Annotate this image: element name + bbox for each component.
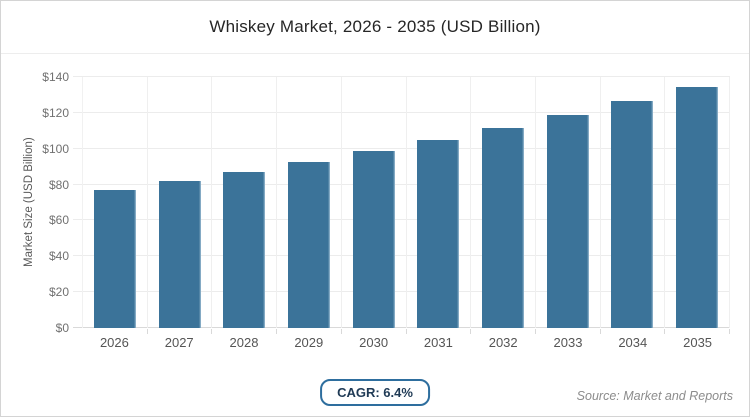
bars-layer bbox=[82, 77, 731, 334]
column-2031 bbox=[407, 77, 472, 334]
x-tick-label-2029: 2029 bbox=[294, 335, 324, 350]
column-2030 bbox=[342, 77, 407, 334]
bar-2026 bbox=[93, 189, 136, 328]
x-tick-label-2030: 2030 bbox=[359, 335, 389, 350]
x-tick-label-2035: 2035 bbox=[683, 335, 713, 350]
bar-2034 bbox=[611, 101, 654, 328]
y-tick-label-20: $20 bbox=[48, 285, 69, 300]
y-tick-label-80: $80 bbox=[48, 177, 69, 192]
gridline-40 bbox=[73, 255, 730, 257]
chart-title: Whiskey Market, 2026 - 2035 (USD Billion… bbox=[209, 17, 541, 36]
plot-area bbox=[73, 76, 731, 334]
x-tick-label-2034: 2034 bbox=[618, 335, 648, 350]
column-2033 bbox=[536, 77, 601, 334]
column-2032 bbox=[471, 77, 536, 334]
y-axis-tick-labels: $0 $20 $40 $60 $80 $100 $120 $140 bbox=[1, 70, 69, 335]
column-2028 bbox=[212, 77, 278, 334]
x-tick-label-2033: 2033 bbox=[553, 335, 583, 350]
column-2035 bbox=[665, 77, 731, 334]
x-tick-label-2031: 2031 bbox=[423, 335, 453, 350]
gridline-140 bbox=[73, 76, 730, 77]
column-2034 bbox=[601, 77, 666, 334]
y-tick-label-140: $140 bbox=[42, 70, 69, 84]
bar-2030 bbox=[352, 151, 395, 328]
x-axis-tick-labels: 2026 2027 2028 2029 2030 2031 2032 2033 2034 2035 bbox=[82, 335, 730, 350]
y-tick-label-0: $0 bbox=[55, 321, 69, 335]
y-tick-label-100: $100 bbox=[42, 141, 69, 156]
x-tick-label-2032: 2032 bbox=[488, 335, 518, 350]
column-2027 bbox=[148, 77, 213, 334]
source-note: Source: Market and Reports bbox=[576, 389, 733, 403]
bar-2031 bbox=[417, 139, 460, 328]
column-2026 bbox=[83, 77, 148, 334]
bar-2027 bbox=[158, 181, 201, 328]
gridline-20 bbox=[73, 291, 730, 293]
x-tick-label-2026: 2026 bbox=[99, 335, 129, 350]
gridline-100 bbox=[73, 147, 730, 149]
bar-2035 bbox=[676, 86, 719, 328]
cagr-badge: CAGR: 6.4% bbox=[320, 379, 430, 406]
gridline-120 bbox=[73, 111, 730, 113]
bar-2032 bbox=[482, 127, 525, 328]
gridline-80 bbox=[73, 183, 730, 185]
chart-header: Whiskey Market, 2026 - 2035 (USD Billion… bbox=[1, 1, 749, 54]
gridline-0 bbox=[73, 327, 730, 328]
bar-2033 bbox=[546, 114, 589, 328]
column-2029 bbox=[277, 77, 342, 334]
y-tick-label-40: $40 bbox=[48, 249, 69, 264]
x-tick-label-2028: 2028 bbox=[229, 335, 259, 350]
bar-2028 bbox=[223, 171, 266, 328]
y-tick-label-60: $60 bbox=[48, 213, 69, 228]
y-tick-label-120: $120 bbox=[42, 105, 69, 120]
x-tick-label-2027: 2027 bbox=[164, 335, 194, 350]
bar-2029 bbox=[287, 161, 330, 328]
gridline-60 bbox=[73, 219, 730, 221]
